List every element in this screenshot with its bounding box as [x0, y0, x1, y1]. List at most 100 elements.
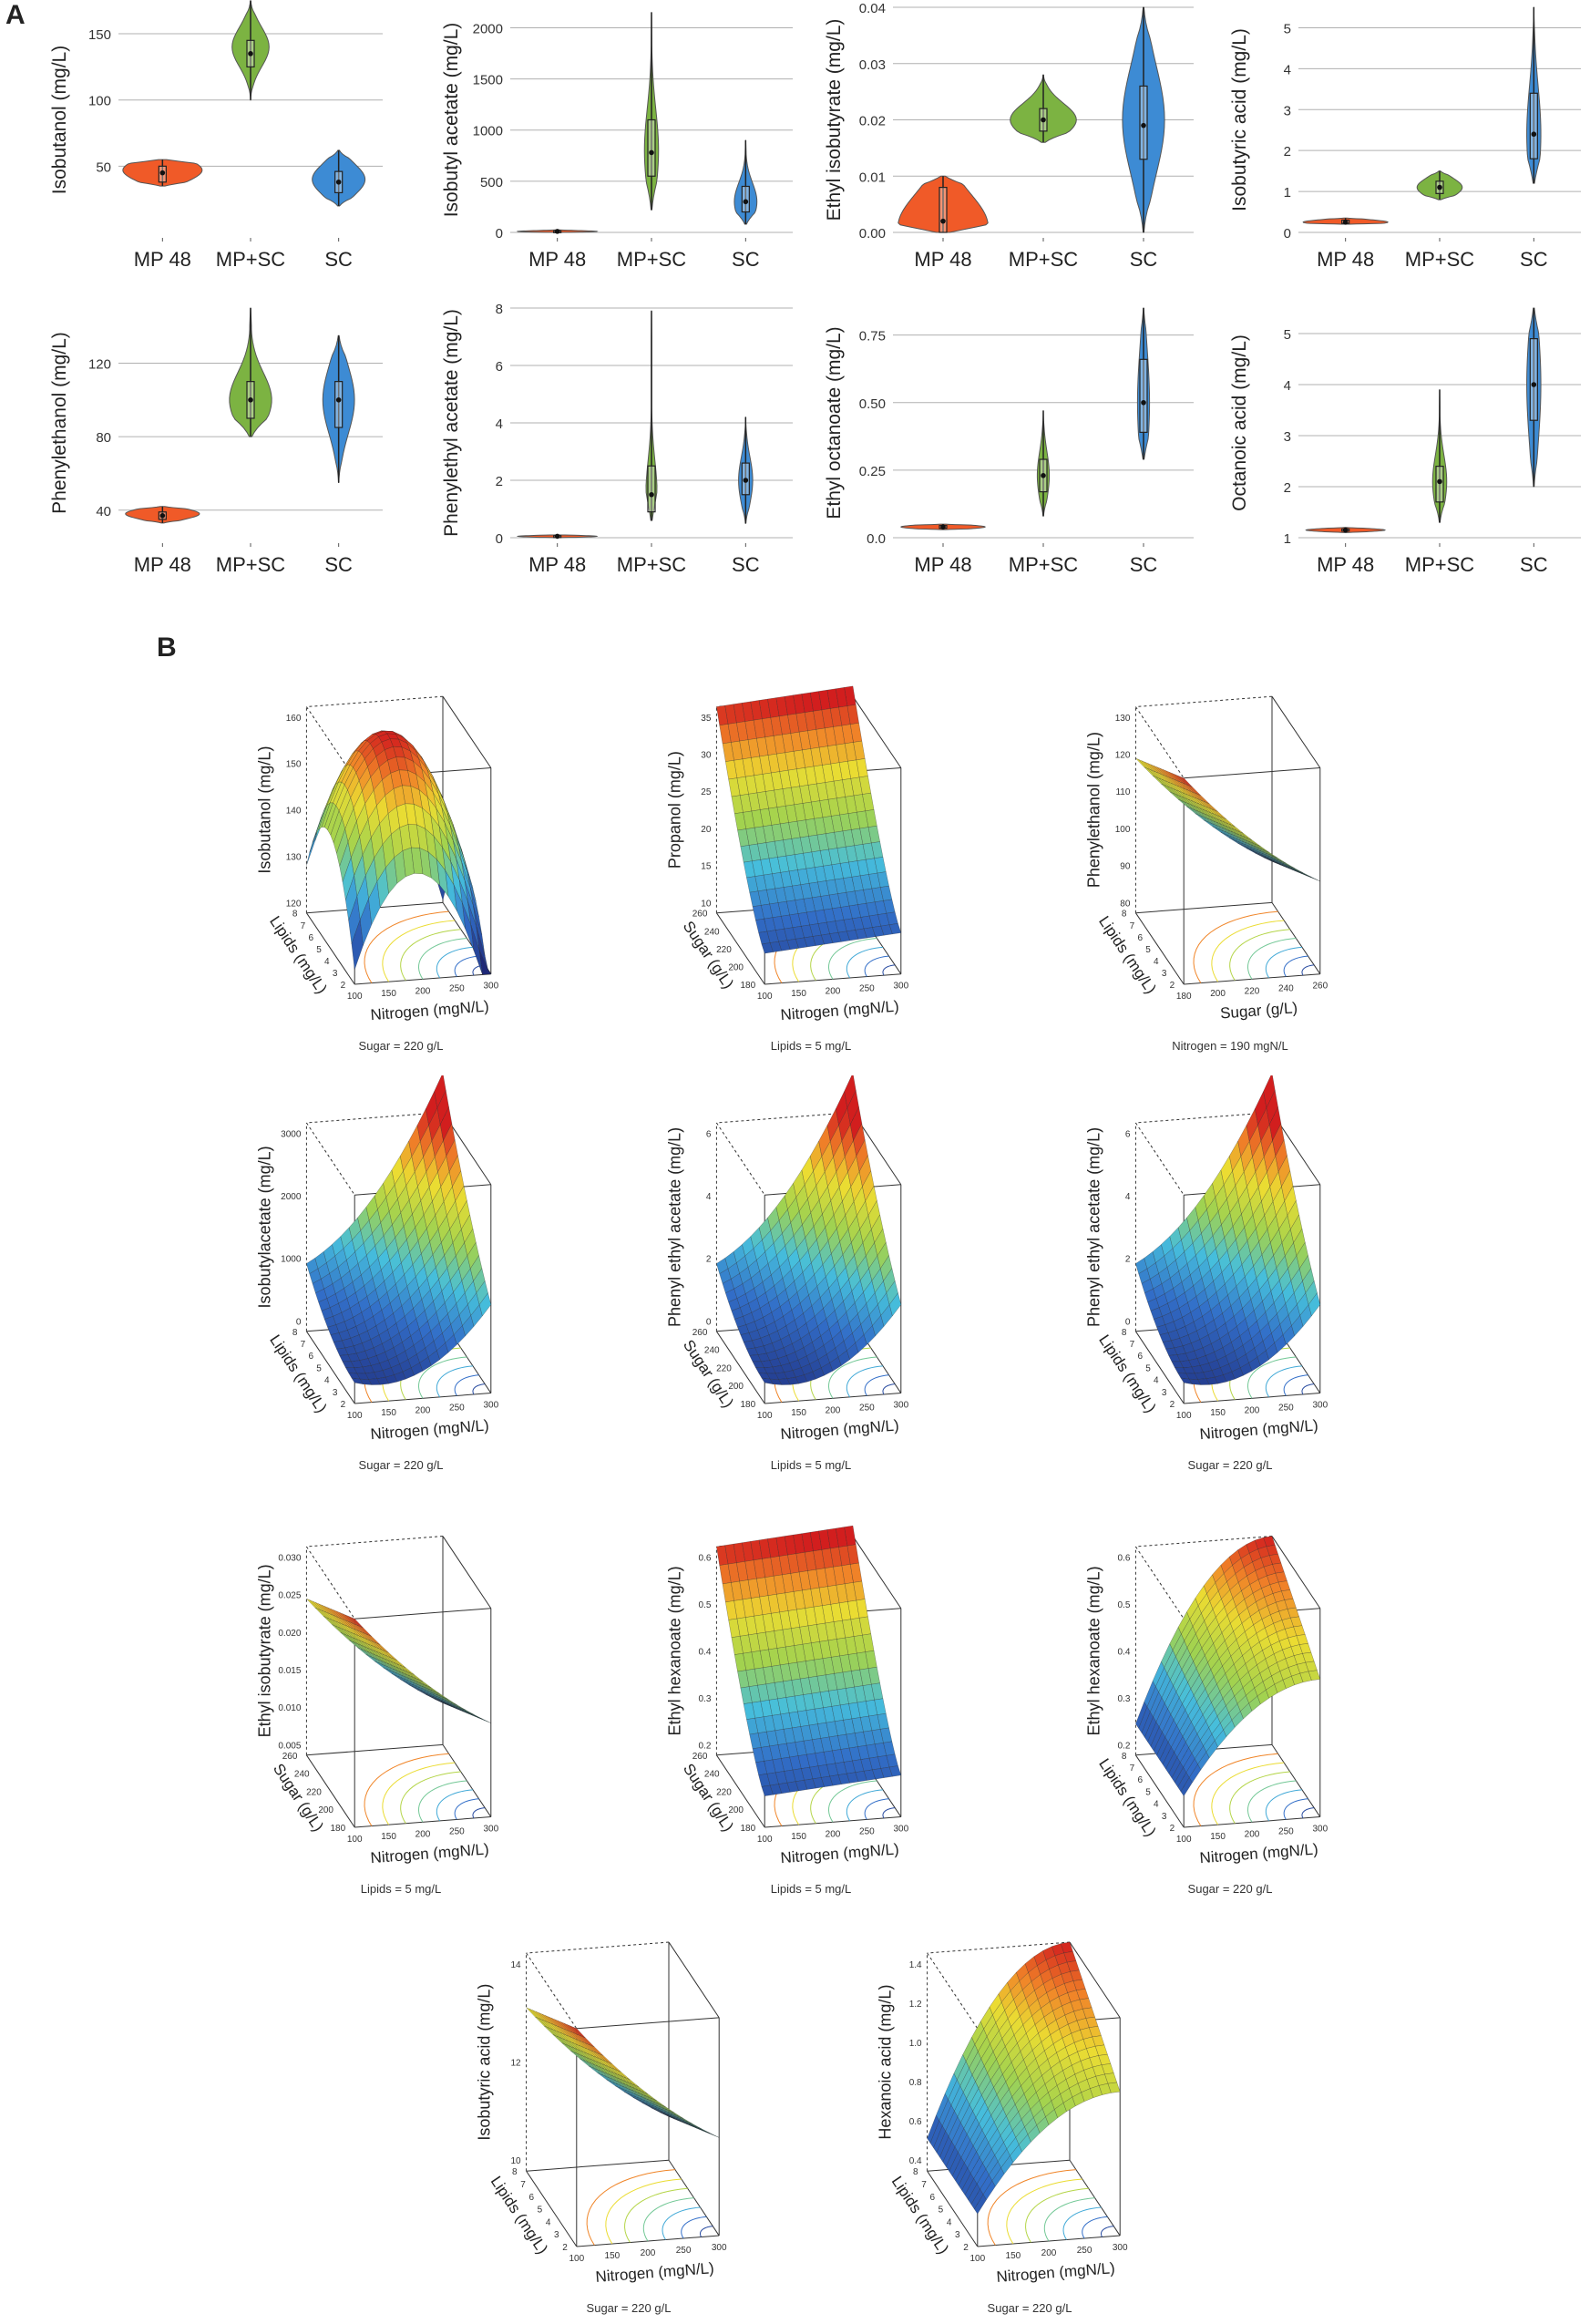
surface-facet	[888, 1765, 902, 1777]
x-tick-label: 250	[1278, 1403, 1294, 1413]
y-tick-label: 3	[1284, 103, 1291, 118]
x-tick-label: 200	[1245, 1405, 1260, 1415]
y-tick-label: 2	[1284, 480, 1291, 496]
median-point	[649, 149, 654, 156]
z-tick-label: 35	[701, 714, 712, 724]
surface-facet	[1308, 1670, 1321, 1681]
violin-plot-ethyl-isobutyrate: 0.00 0.01 0.02 0.03 0.04 Ethyl isobutyrate (m…	[824, 1, 1194, 271]
contour-line	[400, 929, 461, 982]
x-tick-label: SC	[1520, 248, 1548, 271]
z-tick-label: 1.0	[909, 2039, 922, 2049]
box-edge	[526, 2159, 670, 2172]
x-tick-label: 100	[757, 992, 773, 1002]
z-tick-label: 6	[706, 1129, 712, 1139]
z-tick-label: 80	[1120, 899, 1131, 909]
x-tick-label: 250	[859, 984, 875, 994]
y-tick-label: 4	[1154, 1800, 1159, 1810]
surface-plot-ethyl-hexanoate-sugar: 0.2 0.3 0.4 0.5 0.6 Ethyl hexanoate (mg/L) 100…	[665, 1525, 909, 1896]
z-axis-label: Phenyl ethyl acetate (mg/L)	[665, 1127, 683, 1327]
box-edge	[305, 1546, 355, 1620]
box-edge	[1134, 1546, 1185, 1620]
x-tick-label: 200	[415, 1405, 431, 1415]
y-tick-label: 3	[554, 2230, 559, 2240]
y-tick-label: 8	[913, 2167, 918, 2177]
x-tick-label: MP 48	[1317, 553, 1374, 576]
contour-line	[864, 1798, 889, 1820]
condition-note: Lipids = 5 mg/L	[361, 1882, 442, 1896]
box-edge	[852, 695, 902, 768]
z-tick-label: 15	[701, 862, 712, 872]
box-edge	[715, 1122, 765, 1196]
y-tick-label: 0.00	[859, 226, 886, 242]
violin-plot-phenylethanol: 40 80 120 Phenylethanol (mg/L) MP 48 MP+SC SC	[49, 307, 383, 576]
contour-line	[624, 2187, 688, 2243]
z-tick-label: 160	[286, 714, 302, 724]
x-tick-label: 200	[415, 1829, 431, 1839]
x-tick-label: 150	[791, 1832, 806, 1842]
box-edge	[354, 1816, 491, 1828]
box-edge	[1271, 1536, 1321, 1609]
z-tick-label: 0.4	[698, 1647, 711, 1657]
contour-line	[882, 964, 896, 976]
y-tick-label: 500	[480, 175, 503, 190]
y-tick-label: 2	[1170, 1824, 1175, 1834]
x-tick-label: 150	[381, 1832, 396, 1842]
y-tick-label: 2	[1170, 1400, 1175, 1410]
box-edge	[354, 1393, 491, 1404]
contour-line	[1283, 1798, 1308, 1820]
y-tick-label: 260	[282, 1752, 298, 1762]
y-axis-label: Phenylethyl acetate (mg/L)	[441, 309, 462, 537]
median-point	[554, 229, 560, 234]
z-tick-label: 0.005	[278, 1741, 301, 1751]
x-tick-label: 150	[381, 989, 396, 999]
y-tick-label: 4	[546, 2217, 551, 2227]
y-tick-label: 5	[1145, 1787, 1151, 1797]
x-tick-label: 300	[712, 2243, 727, 2253]
y-tick-label: 220	[306, 1787, 322, 1797]
y-axis-label: Ethyl octanoate (mg/L)	[824, 326, 845, 519]
condition-note: Sugar = 220 g/L	[587, 2301, 672, 2315]
surface-facet	[306, 828, 319, 866]
box-edge	[306, 695, 444, 707]
contour-line	[846, 1365, 884, 1398]
z-tick-label: 0.015	[278, 1666, 301, 1676]
median-point	[1437, 184, 1442, 190]
y-tick-label: 5	[538, 2206, 543, 2216]
y-tick-label: 50	[96, 159, 111, 175]
z-tick-label: 1.2	[909, 2000, 922, 2010]
x-tick-label: 300	[1312, 1825, 1328, 1835]
y-tick-label: 3	[1162, 1812, 1167, 1822]
x-tick-label: 200	[641, 2248, 656, 2258]
contour-line	[1043, 2197, 1095, 2242]
z-tick-label: 4	[706, 1192, 712, 1202]
median-point	[554, 533, 560, 540]
contour-line	[472, 1807, 486, 1819]
y-tick-label: 4	[496, 416, 503, 432]
x-tick-label: 250	[1077, 2246, 1092, 2256]
x-tick-label: 250	[859, 1826, 875, 1836]
y-tick-label: 8	[1122, 1752, 1127, 1762]
iqr-box	[1139, 85, 1148, 160]
contour-line	[454, 1374, 479, 1396]
y-tick-label: 2	[562, 2243, 568, 2253]
z-tick-label: 20	[701, 825, 712, 835]
y-tick-label: 8	[1122, 910, 1127, 920]
x-tick-label: 240	[1278, 984, 1294, 994]
y-tick-label: 7	[301, 1340, 306, 1350]
surface-plot-hexanoic-acid: 0.4 0.6 0.8 1.0 1.2 1.4 Hexanoic acid (mg/L) 10…	[877, 1941, 1128, 2315]
box-edge	[1135, 901, 1273, 914]
contour-line	[1265, 1789, 1303, 1822]
z-tick-label: 10	[510, 2156, 521, 2166]
x-axis-label: Nitrogen (mgN/L)	[370, 1840, 489, 1866]
x-tick-label: MP 48	[914, 553, 971, 576]
z-tick-label: 1.4	[909, 1960, 922, 1970]
box-edge	[764, 1393, 901, 1404]
x-tick-label: SC	[324, 248, 353, 271]
contour-line	[454, 1798, 479, 1820]
iqr-box	[1529, 337, 1538, 421]
contour-line	[681, 2216, 707, 2239]
contour-line	[1025, 2187, 1089, 2243]
contour-line	[662, 2206, 701, 2240]
z-tick-label: 0.030	[278, 1553, 301, 1563]
x-tick-label: 100	[1176, 1411, 1192, 1421]
